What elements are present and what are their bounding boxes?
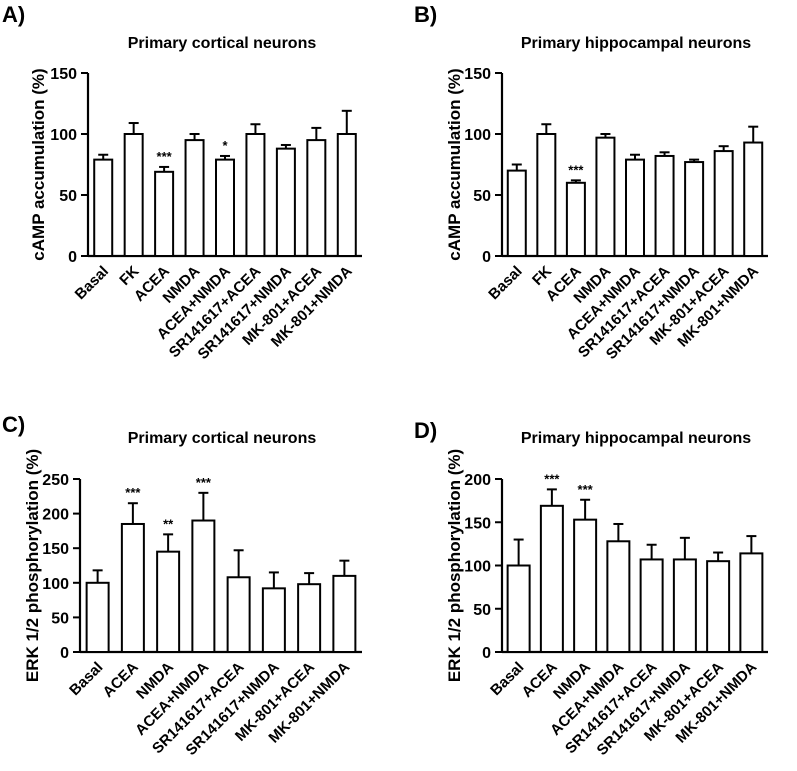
bar — [154, 170, 175, 258]
bar — [245, 133, 266, 257]
bar — [713, 150, 734, 257]
significance-label: *** — [125, 485, 141, 500]
bar — [573, 518, 598, 654]
bar — [654, 154, 675, 258]
significance-label: *** — [196, 475, 212, 490]
bar — [606, 540, 631, 654]
bar — [191, 519, 216, 654]
bar — [672, 558, 697, 654]
bar — [739, 552, 764, 654]
significance-label: *** — [157, 149, 173, 164]
y-tick-label: 50 — [51, 610, 69, 627]
x-tick-label: Basal — [72, 263, 112, 303]
bar — [261, 587, 286, 653]
bar — [536, 133, 557, 257]
x-tick-label: ACEA — [100, 659, 142, 701]
y-tick-label: 0 — [68, 249, 77, 266]
bar — [506, 564, 531, 653]
y-tick-label: 100 — [42, 576, 69, 593]
bar — [595, 136, 616, 257]
bar — [539, 504, 564, 653]
chart-title: Primary hippocampal neurons — [521, 35, 751, 52]
y-tick-label: 200 — [42, 507, 69, 524]
bar — [184, 139, 205, 258]
panel-c: C) Primary cortical neurons ERK 1/2 phosph… — [2, 412, 362, 759]
significance-label: ** — [163, 516, 174, 531]
bar — [743, 141, 764, 257]
bar — [506, 169, 527, 258]
bar — [306, 139, 327, 258]
bar — [156, 550, 181, 653]
panel-b: B) Primary hippocampal neurons cAMP accumu… — [414, 2, 768, 363]
significance-label: *** — [578, 482, 594, 497]
bar — [332, 574, 357, 654]
y-tick-label: 100 — [50, 127, 77, 144]
y-axis-label: cAMP accumulation (%) — [445, 68, 464, 260]
y-tick-label: 100 — [464, 559, 491, 576]
y-axis-label: ERK 1/2 phosphorylation (%) — [23, 449, 42, 682]
panel-label: B) — [414, 2, 437, 27]
y-axis-label: ERK 1/2 phosphorylation (%) — [445, 449, 464, 682]
y-tick-label: 50 — [473, 602, 491, 619]
y-tick-label: 50 — [473, 188, 491, 205]
bar — [226, 576, 251, 653]
y-tick-label: 150 — [50, 66, 77, 83]
bar — [123, 133, 144, 257]
bar — [706, 560, 731, 653]
y-tick-label: 150 — [464, 66, 491, 83]
y-tick-label: 50 — [59, 188, 77, 205]
bar — [93, 158, 114, 257]
bar — [336, 133, 357, 257]
bar — [625, 158, 645, 257]
y-tick-label: 0 — [482, 645, 491, 662]
panel-label: A) — [2, 2, 25, 27]
x-tick-label: Basal — [485, 263, 525, 303]
bar — [565, 181, 586, 257]
x-tick-label: Basal — [487, 659, 527, 699]
bar — [215, 158, 235, 257]
chart-title: Primary cortical neurons — [128, 35, 317, 52]
chart-title: Primary cortical neurons — [128, 430, 317, 447]
y-tick-label: 150 — [42, 541, 69, 558]
bar — [120, 522, 145, 653]
x-tick-label: Basal — [66, 659, 106, 699]
significance-label: * — [222, 138, 228, 153]
y-tick-label: 150 — [464, 515, 491, 532]
bar — [684, 161, 705, 257]
y-tick-label: 200 — [464, 472, 491, 489]
chart-title: Primary hippocampal neurons — [521, 430, 751, 447]
panel-label: C) — [2, 412, 25, 437]
significance-label: *** — [568, 162, 584, 177]
bar — [275, 147, 296, 257]
y-tick-label: 0 — [482, 249, 491, 266]
significance-label: *** — [544, 471, 560, 486]
y-tick-label: 250 — [42, 472, 69, 489]
panel-a: A) Primary cortical neurons cAMP accumulat… — [2, 2, 362, 363]
bar — [639, 558, 664, 654]
y-tick-label: 0 — [60, 645, 69, 662]
panel-label: D) — [414, 418, 437, 443]
bar — [85, 581, 110, 653]
y-tick-label: 100 — [464, 127, 491, 144]
y-axis-label: cAMP accumulation (%) — [29, 68, 48, 260]
bar — [297, 583, 322, 654]
panel-d: D) Primary hippocampal neurons ERK 1/2 pho… — [414, 418, 768, 759]
